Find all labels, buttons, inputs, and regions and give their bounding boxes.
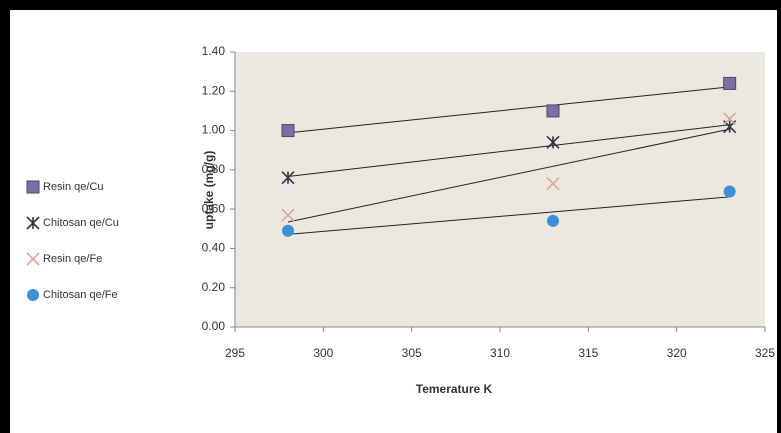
x-tick-label: 295 — [225, 346, 245, 360]
stroke — [546, 177, 560, 191]
marker — [282, 224, 294, 237]
y-tick-label: 1.20 — [202, 83, 226, 97]
plot-area — [235, 52, 765, 327]
stroke — [281, 208, 295, 222]
circle — [547, 214, 559, 227]
square — [26, 180, 40, 194]
circle — [27, 289, 39, 301]
marker — [723, 185, 736, 198]
legend-label: Resin qe/Cu — [43, 181, 104, 193]
square — [546, 104, 560, 118]
circle — [723, 185, 736, 198]
marker — [547, 214, 559, 227]
stroke — [26, 252, 40, 266]
marker — [26, 180, 40, 194]
marker — [26, 252, 40, 266]
y-axis-label: uptake (mg/g) — [202, 151, 216, 230]
y-tick-label: 0.80 — [202, 162, 226, 176]
x-tick-label: 315 — [578, 346, 598, 360]
x-tick-label: 300 — [313, 346, 333, 360]
x-tick-label: 310 — [490, 346, 510, 360]
marker — [27, 289, 39, 301]
x-tick-label: 320 — [667, 346, 687, 360]
stroke — [723, 112, 737, 126]
y-tick-label: 0.60 — [202, 201, 226, 215]
trendline — [287, 124, 730, 177]
trendline — [287, 196, 730, 235]
marker — [281, 124, 295, 138]
marker — [26, 216, 40, 230]
circle — [282, 224, 294, 237]
marker — [546, 135, 560, 149]
trendline — [287, 86, 730, 134]
square — [281, 124, 295, 138]
marker — [281, 171, 295, 185]
legend-label: Chitosan qe/Fe — [43, 289, 118, 301]
legend-label: Resin qe/Fe — [43, 253, 102, 265]
y-tick-label: 0.00 — [202, 319, 226, 333]
y-tick-label: 1.40 — [202, 44, 226, 58]
x-axis-label: Temerature K — [416, 382, 493, 396]
marker — [723, 112, 737, 126]
y-tick-label: 1.00 — [202, 123, 226, 137]
legend-label: Chitosan qe/Cu — [43, 217, 119, 229]
x-tick-label: 305 — [402, 346, 422, 360]
square — [723, 76, 737, 90]
marker — [546, 104, 560, 118]
y-tick-label: 0.20 — [202, 280, 226, 294]
marker — [723, 76, 737, 90]
x-tick-label: 325 — [755, 346, 775, 360]
y-tick-label: 0.40 — [202, 241, 226, 255]
trendline — [287, 128, 730, 223]
marker — [546, 177, 560, 191]
marker — [281, 208, 295, 222]
